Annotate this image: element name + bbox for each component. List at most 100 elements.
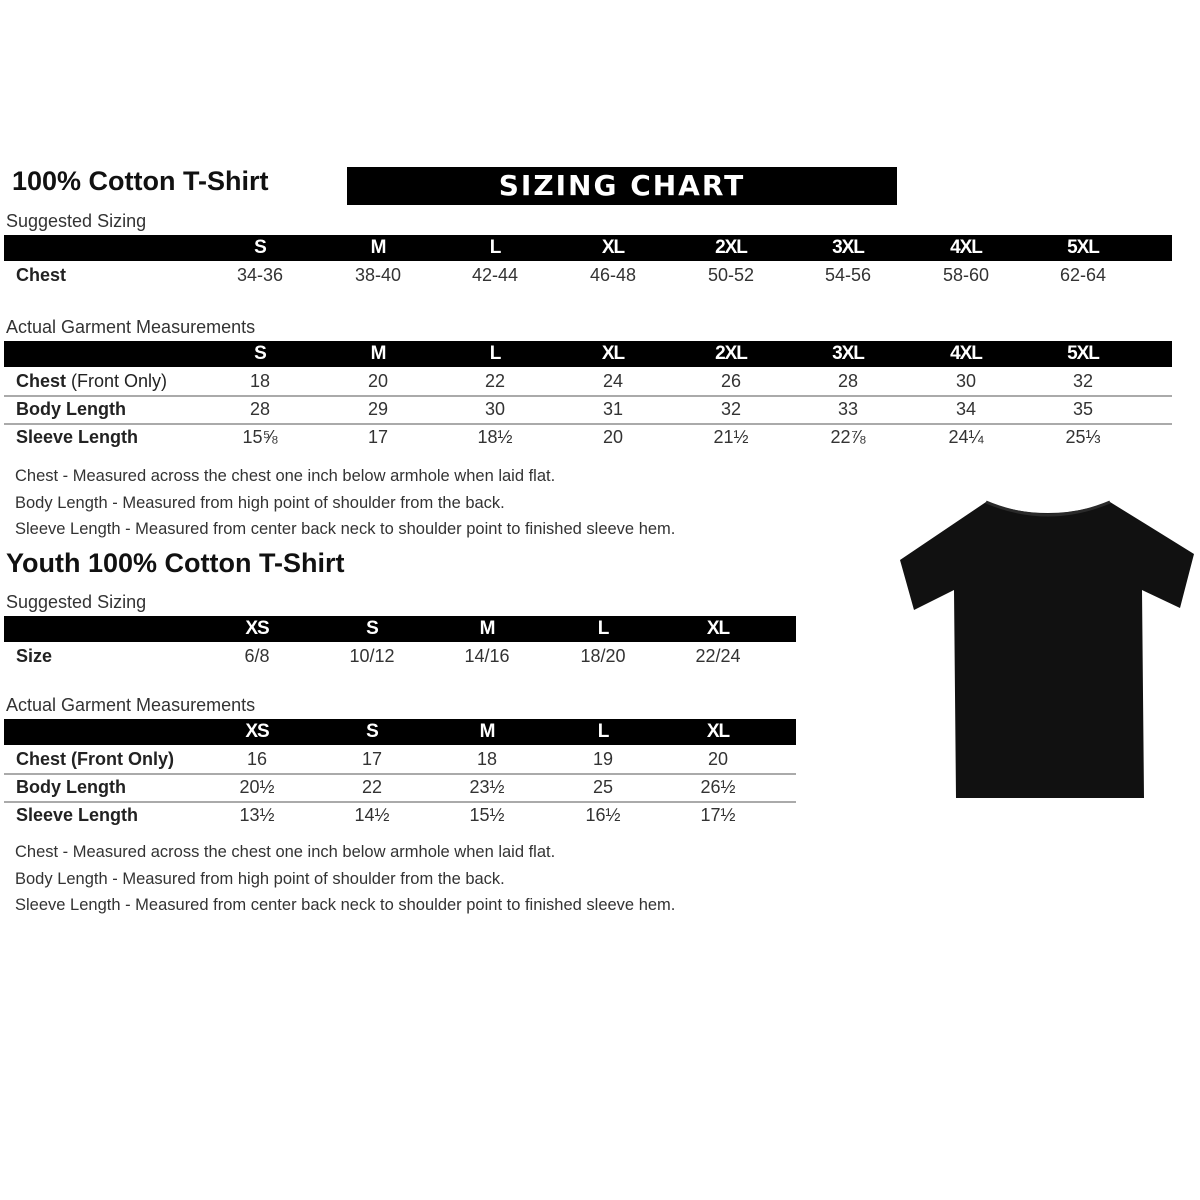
table-row: Sleeve Length 15⅝ 17 18½ 20 21½ 22⅞ 24¼ 25⅓ <box>4 423 1172 451</box>
size-header-l: L <box>597 618 610 639</box>
row-label: Chest <box>16 265 66 286</box>
table-cell: 62-64 <box>1059 265 1107 285</box>
table-cell: 16 <box>246 749 268 769</box>
row-label-name: Chest <box>16 265 67 285</box>
table-cell: 16½ <box>585 805 621 825</box>
youth-title: Youth 100% Cotton T-Shirt <box>6 548 345 578</box>
table-row: Body Length 20½ 22 23½ 25 26½ <box>4 773 796 803</box>
measurement-note: Body Length - Measured from high point o… <box>15 869 505 888</box>
table-cell: 25⅓ <box>1065 427 1101 447</box>
table-cell: 42-44 <box>471 265 519 285</box>
actual-measurements-label: Actual Garment Measurements <box>6 317 256 337</box>
row-label-name: Size <box>16 646 53 666</box>
table-cell: 26½ <box>700 777 736 797</box>
table-cell: 20 <box>602 427 624 447</box>
table-cell: 22 <box>361 777 383 797</box>
sizing-chart-banner: SIZING CHART <box>347 167 897 205</box>
table-cell: 32 <box>1072 371 1094 391</box>
size-header-bar: XS S M L XL <box>4 719 796 745</box>
table-row: Size 6/8 10/12 14/16 18/20 22/24 <box>4 642 796 670</box>
table-cell: 14½ <box>354 805 390 825</box>
size-header-4xl: 4XL <box>950 237 983 258</box>
row-label-name: Chest <box>16 371 67 391</box>
table-cell: 17 <box>367 427 389 447</box>
size-header-s: S <box>254 343 267 364</box>
table-cell: 23½ <box>469 777 505 797</box>
row-label-name: Chest (Front Only) <box>16 749 174 769</box>
row-label: Chest (Front Only) <box>16 371 167 392</box>
size-header-xl: XL <box>601 237 625 258</box>
size-header-m: M <box>370 237 387 258</box>
table-cell: 32 <box>720 399 742 419</box>
table-row: Chest (Front Only) 18 20 22 24 26 28 30 32 <box>4 367 1172 397</box>
table-cell: 30 <box>955 371 977 391</box>
size-header-l: L <box>489 343 502 364</box>
suggested-sizing-label: Suggested Sizing <box>6 211 147 231</box>
table-cell: 15½ <box>469 805 505 825</box>
size-header-3xl: 3XL <box>832 237 865 258</box>
measurement-note: Chest - Measured across the chest one in… <box>15 843 556 861</box>
table-row: Sleeve Length 13½ 14½ 15½ 16½ 17½ <box>4 801 796 829</box>
table-cell: 29 <box>367 399 389 419</box>
size-header-xs: XS <box>245 618 269 639</box>
row-label: Sleeve Length <box>16 805 138 826</box>
table-cell: 31 <box>602 399 624 419</box>
row-label-suffix: (Front Only) <box>66 371 168 391</box>
table-cell: 33 <box>837 399 859 419</box>
row-label: Size <box>16 646 52 667</box>
table-cell: 22/24 <box>695 646 741 666</box>
size-header-m: M <box>370 343 387 364</box>
table-cell: 46-48 <box>589 265 637 285</box>
size-header-2xl: 2XL <box>715 343 748 364</box>
table-cell: 25 <box>592 777 614 797</box>
adult-title: 100% Cotton T-Shirt <box>12 166 269 196</box>
size-header-s: S <box>366 618 379 639</box>
table-cell: 38-40 <box>354 265 402 285</box>
table-cell: 28 <box>837 371 859 391</box>
size-header-bar: S M L XL 2XL 3XL 4XL 5XL <box>4 341 1172 367</box>
size-header-4xl: 4XL <box>950 343 983 364</box>
table-cell: 18½ <box>477 427 513 447</box>
row-label-name: Sleeve Length <box>16 805 139 825</box>
measurement-note: Sleeve Length - Measured from center bac… <box>15 896 676 914</box>
row-label: Body Length <box>16 777 126 798</box>
table-cell: 21½ <box>713 427 749 447</box>
table-cell: 35 <box>1072 399 1094 419</box>
size-header-s: S <box>366 721 379 742</box>
row-label: Sleeve Length <box>16 427 138 448</box>
table-cell: 18 <box>249 371 271 391</box>
table-cell: 18/20 <box>580 646 626 666</box>
size-header-xs: XS <box>245 721 269 742</box>
table-cell: 20 <box>367 371 389 391</box>
measurement-note: Chest - Measured across the chest one in… <box>15 467 556 485</box>
table-cell: 10/12 <box>349 646 395 666</box>
table-cell: 17 <box>361 749 383 769</box>
size-header-m: M <box>479 618 496 639</box>
measurement-note: Sleeve Length - Measured from center bac… <box>15 520 676 538</box>
table-row: Body Length 28 29 30 31 32 33 34 35 <box>4 395 1172 425</box>
table-cell: 15⅝ <box>242 427 278 447</box>
size-header-l: L <box>489 237 502 258</box>
size-header-xl: XL <box>601 343 625 364</box>
table-row: Chest (Front Only) 16 17 18 19 20 <box>4 745 796 775</box>
table-cell: 26 <box>720 371 742 391</box>
size-header-5xl: 5XL <box>1067 237 1100 258</box>
row-label-name: Sleeve Length <box>16 427 139 447</box>
table-cell: 50-52 <box>707 265 755 285</box>
table-cell: 22⅞ <box>830 427 866 447</box>
measurement-note: Body Length - Measured from high point o… <box>15 493 505 512</box>
size-header-bar: XS S M L XL <box>4 616 796 642</box>
row-label: Body Length <box>16 399 126 420</box>
row-label-name: Body Length <box>16 777 126 797</box>
table-cell: 24 <box>602 371 624 391</box>
tshirt-icon <box>900 500 1194 798</box>
table-cell: 22 <box>484 371 506 391</box>
size-header-m: M <box>479 721 496 742</box>
table-cell: 20½ <box>239 777 275 797</box>
table-cell: 34 <box>955 399 977 419</box>
suggested-sizing-label: Suggested Sizing <box>6 592 147 612</box>
size-header-l: L <box>597 721 610 742</box>
table-cell: 28 <box>249 399 271 419</box>
table-cell: 18 <box>476 749 498 769</box>
table-cell: 14/16 <box>464 646 510 666</box>
